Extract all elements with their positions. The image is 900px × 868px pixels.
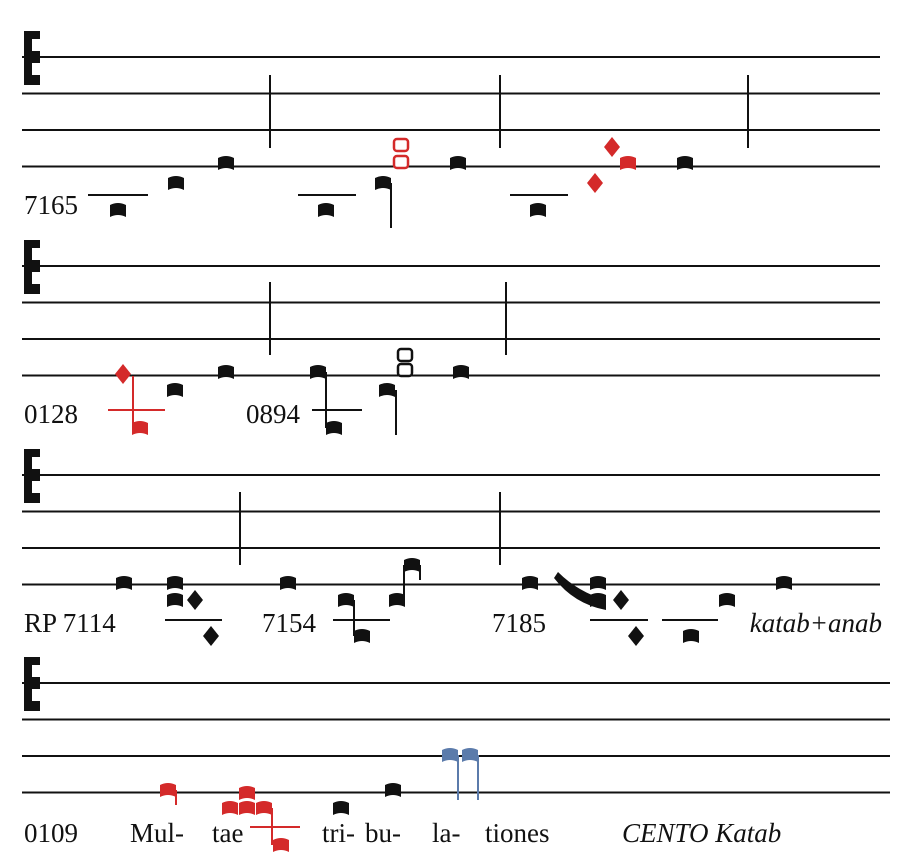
note [450, 156, 466, 170]
note [392, 137, 410, 153]
ligature [554, 572, 606, 610]
note [620, 156, 636, 170]
note [222, 801, 238, 815]
diamond [613, 590, 629, 610]
label: bu- [365, 818, 401, 848]
note [385, 783, 401, 797]
note [462, 748, 478, 762]
note [239, 786, 255, 800]
note [256, 801, 272, 815]
note [396, 347, 414, 363]
note [116, 576, 132, 590]
clef [24, 657, 40, 711]
note [389, 593, 405, 607]
note [683, 629, 699, 643]
staff [22, 474, 880, 586]
diamond [587, 173, 603, 193]
annotation: katab+anab [750, 608, 882, 638]
note [719, 593, 735, 607]
note [239, 801, 255, 815]
note [318, 203, 334, 217]
note [167, 383, 183, 397]
label: 0894 [246, 399, 301, 429]
note [326, 421, 342, 435]
note [280, 576, 296, 590]
note [453, 365, 469, 379]
label: tri- [322, 818, 355, 848]
note [333, 801, 349, 815]
note [677, 156, 693, 170]
note [273, 838, 289, 852]
label: 7154 [262, 608, 317, 638]
note [375, 176, 391, 190]
note [522, 576, 538, 590]
note [590, 576, 606, 590]
staff [22, 265, 880, 377]
clef [24, 31, 40, 85]
note [132, 421, 148, 435]
label: la- [432, 818, 460, 848]
note [310, 365, 326, 379]
label: 0128 [24, 399, 78, 429]
label: Mul- [130, 818, 184, 848]
diamond [115, 364, 131, 384]
diamond [187, 590, 203, 610]
diamond [628, 626, 644, 646]
note [218, 365, 234, 379]
staff [22, 56, 880, 168]
clef [24, 449, 40, 503]
note [776, 576, 792, 590]
note [392, 154, 410, 170]
note [160, 783, 176, 797]
note [442, 748, 458, 762]
note [168, 176, 184, 190]
annotation: CENTO Katab [622, 818, 781, 848]
note [396, 362, 414, 378]
clef [24, 240, 40, 294]
label: RP 7114 [24, 608, 116, 638]
note [379, 383, 395, 397]
note [404, 558, 420, 572]
note [167, 593, 183, 607]
note [167, 576, 183, 590]
label: tiones [485, 818, 550, 848]
note [530, 203, 546, 217]
label: 7185 [492, 608, 546, 638]
note [110, 203, 126, 217]
note [218, 156, 234, 170]
note [354, 629, 370, 643]
label: tae [212, 818, 243, 848]
note [338, 593, 354, 607]
label: 0109 [24, 818, 78, 848]
staff [22, 682, 890, 794]
diamond [604, 137, 620, 157]
label: 7165 [24, 190, 78, 220]
diamond [203, 626, 219, 646]
